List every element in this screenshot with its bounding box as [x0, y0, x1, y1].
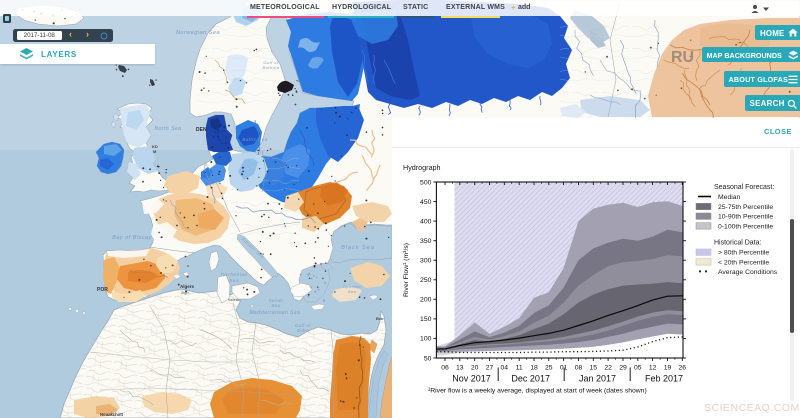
svg-text:Norwegian Sea: Norwegian Sea	[176, 30, 220, 36]
svg-text:Feb 2017: Feb 2017	[645, 374, 683, 384]
svg-text:Nouakchott: Nouakchott	[100, 412, 124, 417]
svg-text:Sidra: Sidra	[297, 328, 309, 333]
svg-text:Sea: Sea	[348, 289, 357, 294]
svg-text:25: 25	[545, 365, 553, 372]
svg-text:08: 08	[575, 365, 583, 372]
svg-text:POR: POR	[97, 287, 108, 293]
svg-text:RU: RU	[671, 49, 694, 66]
svg-text:18: 18	[530, 365, 538, 372]
svg-text:11: 11	[516, 365, 523, 372]
svg-text:10-90th Percentile: 10-90th Percentile	[718, 214, 773, 221]
svg-text:North Sea: North Sea	[154, 126, 181, 132]
svg-text:19: 19	[664, 365, 672, 372]
svg-text:¹River flow is a weekly averag: ¹River flow is a weekly average, display…	[428, 388, 647, 395]
svg-text:50: 50	[424, 355, 432, 362]
svg-text:Historical Data:: Historical Data:	[714, 240, 762, 247]
svg-text:River Flow¹ (m³/s): River Flow¹ (m³/s)	[403, 243, 410, 297]
svg-text:Seasonal Forecast:: Seasonal Forecast:	[714, 184, 774, 191]
svg-text:Beir: Beir	[376, 316, 384, 321]
svg-text:> 80th Percentile: > 80th Percentile	[718, 250, 769, 257]
svg-text:Gulf of: Gulf of	[263, 60, 279, 65]
svg-text:KD: KD	[152, 144, 158, 149]
svg-text:450: 450	[420, 199, 432, 206]
svg-text:Gulf of: Gulf of	[295, 323, 311, 328]
svg-text:Black Sea: Black Sea	[341, 245, 375, 251]
svg-text:Nov 2017: Nov 2017	[452, 374, 491, 384]
svg-text:05: 05	[634, 365, 642, 372]
svg-text:22: 22	[604, 365, 612, 372]
svg-text:Mediterranean Sea: Mediterranean Sea	[249, 310, 300, 316]
svg-text:Valletta: Valletta	[228, 298, 240, 302]
svg-text:100: 100	[420, 336, 432, 343]
svg-text:DEN: DEN	[196, 127, 207, 133]
svg-text:12: 12	[649, 365, 657, 372]
svg-text:20: 20	[471, 365, 479, 372]
svg-text:Spanish: Spanish	[343, 284, 361, 289]
svg-text:15: 15	[590, 365, 598, 372]
svg-text:Average Conditions: Average Conditions	[718, 269, 778, 276]
svg-text:500: 500	[420, 179, 432, 186]
svg-text:Bay of Biscay: Bay of Biscay	[112, 235, 153, 241]
svg-text:06: 06	[441, 365, 449, 372]
svg-text:Algers: Algers	[180, 284, 195, 289]
svg-text:400: 400	[420, 218, 432, 225]
svg-text:Ionian: Ionian	[269, 298, 284, 303]
svg-text:13: 13	[456, 365, 464, 372]
svg-text:0-100th Percentile: 0-100th Percentile	[718, 223, 773, 230]
svg-text:27: 27	[486, 365, 494, 372]
svg-text:Sea: Sea	[229, 278, 239, 284]
svg-text:Bothnia: Bothnia	[262, 65, 279, 70]
svg-text:Dec 2017: Dec 2017	[511, 374, 550, 384]
svg-text:25-75th Percentile: 25-75th Percentile	[718, 204, 773, 211]
svg-text:< 20th Percentile: < 20th Percentile	[718, 259, 769, 266]
svg-text:Tyrrhenian: Tyrrhenian	[220, 272, 248, 278]
svg-text:300: 300	[420, 258, 432, 265]
svg-text:Median: Median	[718, 194, 741, 201]
svg-text:Sea: Sea	[272, 303, 281, 308]
svg-text:04: 04	[501, 365, 509, 372]
svg-text:26: 26	[679, 365, 687, 372]
svg-text:Baltic Sea: Baltic Sea	[242, 137, 267, 142]
svg-text:M: M	[153, 149, 157, 154]
svg-text:200: 200	[420, 297, 432, 304]
svg-text:Jan 2017: Jan 2017	[579, 374, 616, 384]
svg-text:250: 250	[420, 277, 432, 284]
svg-text:Alger: Alger	[181, 291, 190, 295]
svg-text:350: 350	[420, 238, 432, 245]
svg-text:29: 29	[619, 365, 627, 372]
svg-text:150: 150	[420, 316, 432, 323]
